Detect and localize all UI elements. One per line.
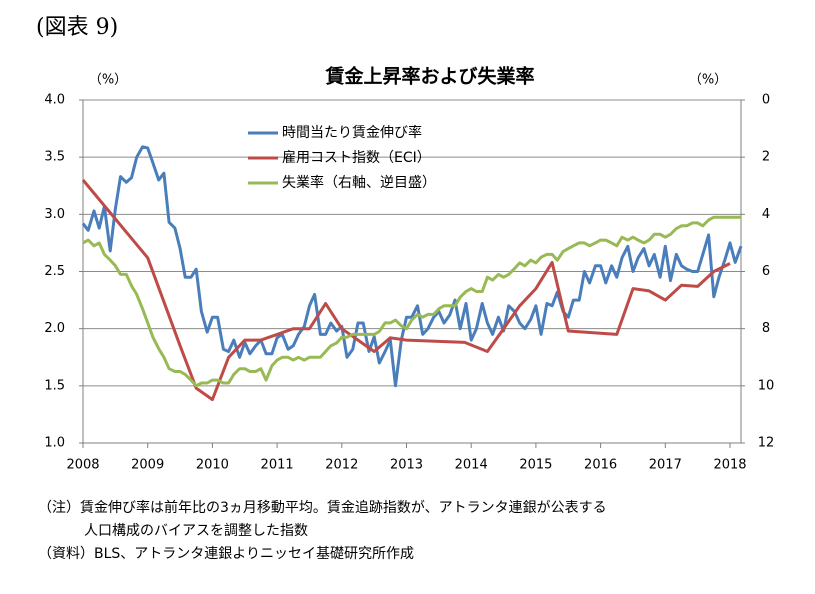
y2-tick-label: 12 — [758, 436, 775, 451]
y-tick-label: 3.0 — [44, 207, 65, 222]
x-tick-label: 2012 — [325, 458, 358, 473]
y-axis-label: （%） — [89, 73, 127, 88]
y-tick-label: 1.5 — [44, 378, 65, 393]
y-tick-label: 2.0 — [44, 321, 65, 336]
x-tick-label: 2011 — [261, 458, 294, 473]
legend-label: 雇用コスト指数（ECI） — [282, 149, 431, 166]
series-line — [81, 179, 731, 402]
chart-title: 賃金上昇率および失業率 — [324, 65, 534, 88]
y-tick-label: 3.5 — [44, 150, 65, 165]
x-tick-label: 2010 — [196, 458, 229, 473]
note: （資料）BLS、アトランタ連銀よりニッセイ基礎研究所作成 — [38, 545, 414, 562]
x-tick-label: 2014 — [455, 458, 488, 473]
note: 人口構成のバイアスを調整した指数 — [84, 523, 308, 539]
y2-tick-label: 2 — [762, 150, 770, 165]
x-tick-label: 2016 — [584, 458, 617, 473]
y-tick-label: 4.0 — [44, 93, 65, 108]
series-line — [81, 145, 743, 388]
x-tick-label: 2008 — [66, 458, 99, 473]
x-tick-label: 2017 — [649, 458, 682, 473]
y2-tick-label: 4 — [762, 207, 770, 222]
note: （注）賃金伸び率は前年比の3ヵ月移動平均。賃金追跡指数が、アトランタ連銀が公表す… — [38, 499, 607, 516]
y2-tick-label: 0 — [762, 93, 770, 108]
y2-tick-label: 6 — [762, 264, 770, 279]
figure-label: (図表 9) — [36, 15, 118, 40]
y-tick-label: 1.0 — [44, 436, 65, 451]
y-tick-label: 2.5 — [44, 264, 65, 279]
y2-axis-label: （%） — [689, 73, 727, 88]
x-tick-label: 2018 — [713, 458, 746, 473]
x-tick-label: 2013 — [390, 458, 423, 473]
x-tick-label: 2015 — [519, 458, 552, 473]
legend-label: 時間当たり賃金伸び率 — [282, 124, 422, 141]
y2-tick-label: 10 — [758, 378, 775, 393]
y2-tick-label: 8 — [762, 321, 770, 336]
series-line — [82, 215, 741, 388]
x-tick-label: 2009 — [131, 458, 164, 473]
legend-label: 失業率（右軸、逆目盛） — [282, 174, 436, 191]
